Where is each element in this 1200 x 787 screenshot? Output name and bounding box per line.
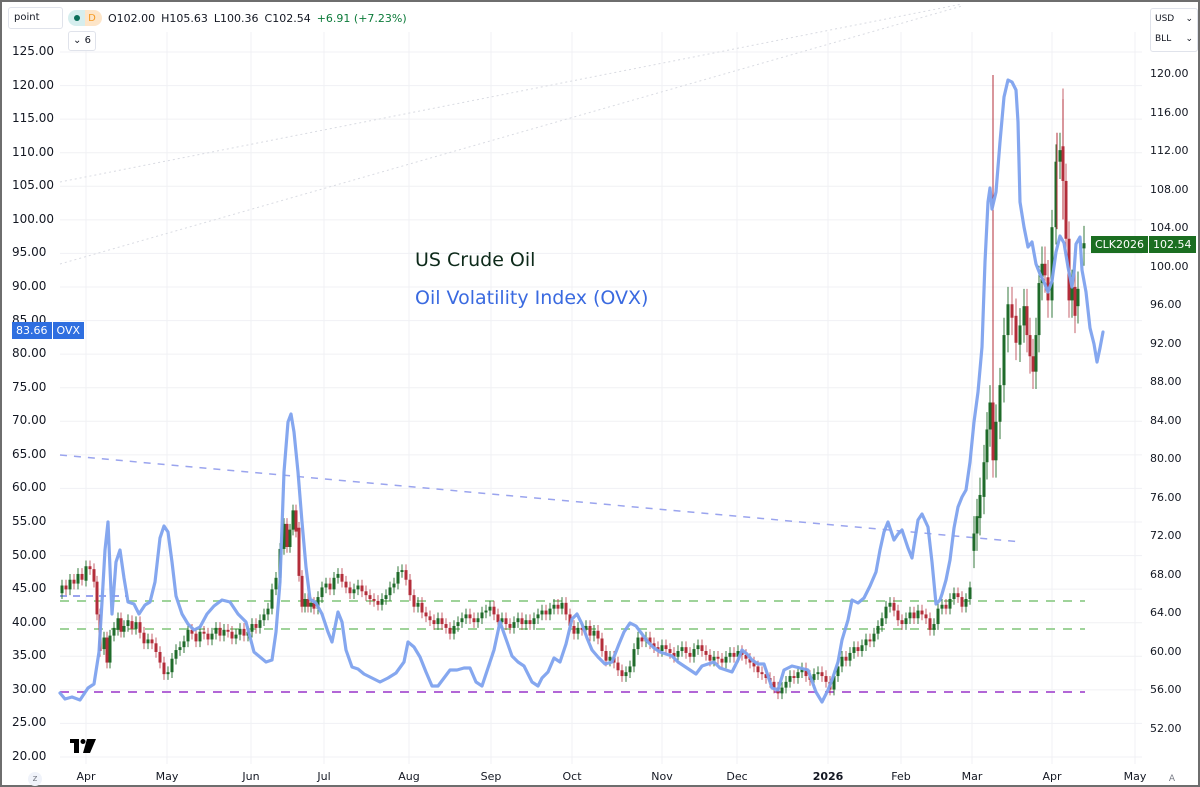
collapse-indicators-button[interactable]: ⌄ 6 <box>68 31 96 51</box>
left-axis-tick: 90.00 <box>12 279 47 293</box>
right-axis-tick: 64.00 <box>1150 606 1182 620</box>
interval-badge[interactable]: D <box>68 10 102 26</box>
ovx-tag-value: 83.66 <box>12 322 52 339</box>
right-axis-tick: 56.00 <box>1150 683 1182 697</box>
right-axis-tick: 100.00 <box>1150 259 1189 273</box>
left-axis-tick: 30.00 <box>12 681 47 696</box>
grid-lines <box>60 32 1142 764</box>
ohlc-legend: D O102.00 H105.63 L100.36 C102.54 +6.91 … <box>68 10 407 26</box>
left-axis-tick: 35.00 <box>12 648 47 663</box>
right-axis-tick: 80.00 <box>1150 452 1182 466</box>
ovx-tag-label: OVX <box>52 322 85 339</box>
annotation-ovx-title: Oil Volatility Index (OVX) <box>415 287 649 309</box>
currency-label: USD <box>1155 14 1175 24</box>
left-axis-tick: 115.00 <box>12 111 54 126</box>
ohlc-low: L100.36 <box>213 11 259 25</box>
status-dot-icon <box>74 15 81 21</box>
right-axis-tick: 92.00 <box>1150 336 1182 350</box>
interval-label: D <box>88 12 96 24</box>
ovx-line <box>58 78 1105 704</box>
time-axis-tick: Jun <box>242 770 260 783</box>
chevron-down-icon: ⌄ <box>1185 34 1193 44</box>
time-axis-tick: Sep <box>480 770 502 783</box>
time-axis-tick: Aug <box>398 770 420 783</box>
crude-tag-symbol: CLK2026 <box>1091 236 1149 253</box>
crude-tag-value: 102.54 <box>1149 236 1196 253</box>
ohlc-change: +6.91 (+7.23%) <box>316 11 407 25</box>
tradingview-logo-icon[interactable] <box>70 738 96 757</box>
left-axis-tick: 60.00 <box>12 480 47 495</box>
left-axis-tick: 110.00 <box>12 144 54 159</box>
left-axis-tick: 100.00 <box>12 211 54 226</box>
time-axis-tick: May <box>155 770 179 783</box>
left-axis-tick: 80.00 <box>12 346 47 361</box>
left-axis-tick: 120.00 <box>12 77 54 92</box>
left-axis-tick: 70.00 <box>12 413 47 428</box>
left-axis-tick: 105.00 <box>12 178 54 193</box>
time-axis-tick: Dec <box>726 770 748 783</box>
annotation-crude-title: US Crude Oil <box>415 249 536 271</box>
ohlc-close: C102.54 <box>264 11 311 25</box>
time-axis-tick: Jul <box>317 770 331 783</box>
left-axis-tick: 75.00 <box>12 379 47 394</box>
time-axis-tick: Apr <box>76 770 96 783</box>
right-axis-tick: 108.00 <box>1150 182 1189 196</box>
right-axis-tick: 84.00 <box>1150 413 1182 427</box>
ovx-downtrend-line <box>59 454 1023 543</box>
time-axis-tick: Mar <box>961 770 983 783</box>
left-axis-tick: 55.00 <box>12 514 47 528</box>
left-axis-tick: 125.00 <box>12 44 54 58</box>
ohlc-high: H105.63 <box>161 11 208 25</box>
left-axis-tick: 20.00 <box>12 749 47 763</box>
left-axis-tick: 50.00 <box>12 547 47 562</box>
scale-mode-button[interactable]: point <box>8 7 63 29</box>
currency-select[interactable]: USD ⌄ <box>1151 9 1197 29</box>
auto-scale-button[interactable]: A <box>1168 774 1176 784</box>
right-axis-tick: 72.00 <box>1150 529 1182 543</box>
time-axis-tick: May <box>1123 770 1147 783</box>
right-axis-tick: 60.00 <box>1150 644 1182 658</box>
right-axis-tick: 76.00 <box>1150 490 1182 504</box>
right-axis-tick: 88.00 <box>1150 375 1182 389</box>
left-axis-tick: 25.00 <box>12 715 47 730</box>
right-axis-tick: 116.00 <box>1150 105 1189 119</box>
time-axis-tick: Feb <box>891 770 911 783</box>
right-axis-tick: 112.00 <box>1150 144 1189 158</box>
left-axis-tick: 45.00 <box>12 581 47 596</box>
time-axis-tick: 2026 <box>812 770 844 783</box>
right-axis-tick: 68.00 <box>1150 567 1182 581</box>
time-axis-tick: Oct <box>562 770 582 783</box>
right-axis-tick: 104.00 <box>1150 221 1189 235</box>
currency-unit-selector[interactable]: USD ⌄ BLL ⌄ <box>1150 8 1198 52</box>
time-axis-tick: Nov <box>651 770 673 783</box>
time-axis-tick: Apr <box>1042 770 1062 783</box>
crude-price-tag: CLK2026 102.54 <box>1091 236 1196 253</box>
right-axis-tick: 120.00 <box>1150 67 1189 80</box>
chevron-down-icon: ⌄ <box>1185 14 1193 24</box>
left-axis-tick: 65.00 <box>12 446 47 461</box>
left-axis-tick: 40.00 <box>12 614 47 629</box>
ohlc-open: O102.00 <box>108 11 156 25</box>
right-axis-tick: 52.00 <box>1150 722 1182 735</box>
right-axis-tick: 96.00 <box>1150 298 1182 312</box>
zoom-reset-button[interactable]: z <box>28 772 42 786</box>
unit-label: BLL <box>1155 34 1172 44</box>
crude-candlesticks <box>60 75 1086 700</box>
unit-select[interactable]: BLL ⌄ <box>1151 29 1197 49</box>
left-axis-tick: 95.00 <box>12 245 47 260</box>
upper-trend-lines <box>59 3 963 265</box>
ovx-price-tag: 83.66 OVX <box>12 322 85 339</box>
